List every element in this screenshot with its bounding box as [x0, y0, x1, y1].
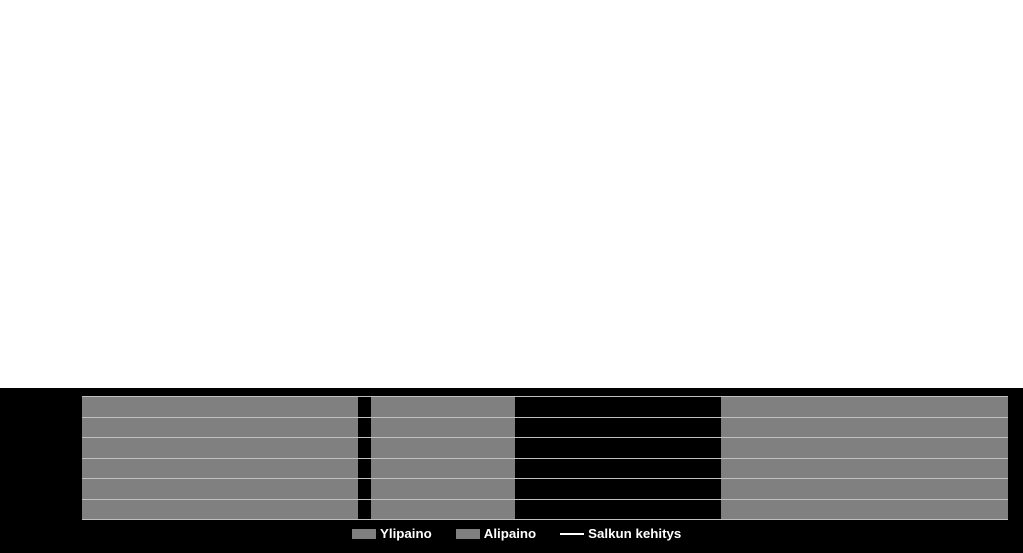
legend-item: Salkun kehitys	[560, 525, 681, 541]
chart-gridline	[82, 417, 1008, 418]
legend-item: Ylipaino	[352, 525, 432, 541]
chart-gridline	[82, 458, 1008, 459]
chart-plot-area	[82, 396, 1008, 519]
chart-gridline	[82, 437, 1008, 438]
upper-blank-region	[0, 0, 1023, 388]
legend-label: Salkun kehitys	[588, 526, 681, 541]
chart-legend: Ylipaino Alipaino Salkun kehitys	[352, 525, 705, 541]
lower-black-region: Ylipaino Alipaino Salkun kehitys	[0, 388, 1023, 553]
chart-gridline	[82, 478, 1008, 479]
legend-swatch-box	[456, 529, 480, 539]
legend-swatch-box	[352, 529, 376, 539]
chart-gridline	[82, 499, 1008, 500]
legend-item: Alipaino	[456, 525, 536, 541]
chart-gridline	[82, 396, 1008, 397]
figure-frame: Ylipaino Alipaino Salkun kehitys	[0, 0, 1023, 553]
legend-label: Ylipaino	[380, 526, 432, 541]
chart-gridline	[82, 519, 1008, 520]
legend-swatch-line	[560, 533, 584, 535]
legend-label: Alipaino	[484, 526, 536, 541]
